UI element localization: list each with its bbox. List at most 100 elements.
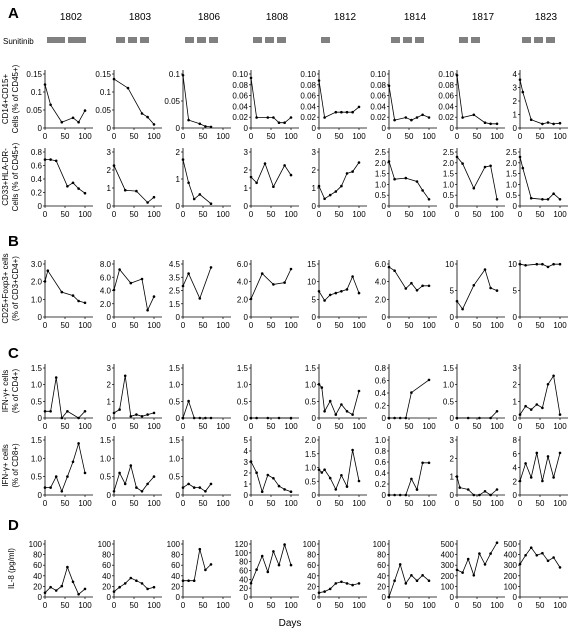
data-point-7 xyxy=(345,485,349,488)
y-tick-label: 0.6 xyxy=(375,377,387,386)
y-tick-label: 1.0 xyxy=(31,295,43,304)
data-point-2 xyxy=(49,103,52,107)
data-point-6 xyxy=(83,301,87,305)
panel-c2-1802: 0 0.5 1.0 1.5 0 50 100 xyxy=(31,436,93,508)
x-tick-label: 100 xyxy=(147,132,161,141)
x-tick-label: 100 xyxy=(352,499,366,508)
treatment-block-1806-1 xyxy=(185,37,194,43)
y-tick-label: 4.0 xyxy=(100,287,112,296)
data-point-2 xyxy=(466,416,470,420)
panel-c2-1812: 0 0.5 1.0 1.5 2.0 0 50 100 xyxy=(305,436,367,508)
y-tick-label: 0.1 xyxy=(31,88,43,97)
y-tick-label: 0 xyxy=(176,202,181,211)
x-tick-label: 0 xyxy=(181,321,186,330)
data-point-7 xyxy=(283,488,286,491)
data-point-4 xyxy=(283,281,286,284)
data-point-2 xyxy=(187,118,190,122)
data-point-1 xyxy=(387,265,391,269)
data-point-3 xyxy=(192,579,196,582)
series-line xyxy=(519,374,561,415)
panel-b-1806: 0 1.5 2.5 3.5 4.5 0 50 100 xyxy=(169,260,231,330)
data-point-1 xyxy=(43,280,47,283)
data-point-7 xyxy=(146,413,149,416)
data-point-8 xyxy=(357,161,361,164)
y-tick-label: 1.5 xyxy=(100,436,112,445)
data-point-4 xyxy=(483,165,487,169)
panel-c2-1823: 0 2 4 6 8 0 50 100 xyxy=(513,436,568,508)
data-point-5 xyxy=(340,184,343,188)
data-point-1 xyxy=(249,297,253,301)
y-tick-label: 0 xyxy=(107,202,112,211)
data-point-2 xyxy=(393,493,396,497)
data-point-5 xyxy=(415,289,419,292)
y-tick-label: 3 xyxy=(244,458,249,467)
data-point-2 xyxy=(187,399,190,403)
data-point-6 xyxy=(140,582,144,585)
data-point-6 xyxy=(289,173,293,177)
y-tick-label: 80 xyxy=(102,551,111,560)
data-point-5 xyxy=(334,413,338,416)
data-point-5 xyxy=(135,413,138,416)
data-point-6 xyxy=(71,580,75,584)
ylabel-c2-2: (% of CD8+) xyxy=(11,443,20,488)
series-line xyxy=(250,461,292,494)
y-tick-label: 0 xyxy=(450,313,455,322)
treatment-block-1823-3 xyxy=(546,37,555,43)
x-tick-label: 50 xyxy=(61,601,70,610)
y-tick-label: 0.1 xyxy=(169,70,181,79)
y-tick-label: 500 xyxy=(441,540,455,549)
data-point-2 xyxy=(393,579,396,582)
data-point-6 xyxy=(495,122,499,126)
y-tick-label: 0 xyxy=(107,124,112,133)
data-point-4 xyxy=(472,493,476,497)
data-point-2 xyxy=(187,181,190,185)
data-point-5 xyxy=(146,308,149,312)
data-point-2 xyxy=(458,486,462,489)
data-point-3 xyxy=(140,112,144,115)
x-tick-label: 100 xyxy=(216,210,230,219)
x-tick-label: 0 xyxy=(455,132,460,141)
data-point-3 xyxy=(478,416,481,420)
data-point-4 xyxy=(404,582,408,585)
y-tick-label: 1.5 xyxy=(375,170,387,179)
data-point-1 xyxy=(518,479,522,483)
y-tick-label: 1.0 xyxy=(506,180,518,189)
row-a1: CD14+CD15+ Cells (% of CD45+) 00.050.10.15… xyxy=(1,64,568,141)
series-line xyxy=(318,162,360,200)
data-point-4 xyxy=(146,201,149,204)
data-point-4 xyxy=(410,118,413,122)
data-point-3 xyxy=(192,486,196,489)
x-tick-label: 50 xyxy=(267,132,276,141)
data-point-7 xyxy=(558,198,562,201)
y-tick-label: 6.0 xyxy=(237,260,249,269)
y-tick-label: 0 xyxy=(513,593,518,602)
data-point-5 xyxy=(71,181,75,185)
y-tick-label: 2 xyxy=(107,381,112,390)
data-point-8 xyxy=(83,471,87,475)
y-tick-label: 20 xyxy=(377,582,386,591)
data-point-2 xyxy=(323,299,326,302)
data-point-2 xyxy=(255,116,258,119)
data-point-1 xyxy=(317,290,321,293)
y-tick-label: 0.04 xyxy=(438,102,454,111)
x-tick-label: 50 xyxy=(335,601,344,610)
data-point-5 xyxy=(495,410,499,413)
y-tick-label: 0.8 xyxy=(31,148,43,157)
y-tick-label: 2 xyxy=(450,454,455,463)
x-tick-label: 0 xyxy=(43,210,48,219)
x-tick-label: 100 xyxy=(553,132,567,141)
series-line xyxy=(113,165,155,204)
series-line xyxy=(183,549,212,582)
data-point-3 xyxy=(472,186,476,190)
data-point-1 xyxy=(112,590,116,593)
y-tick-label: 3 xyxy=(107,364,112,373)
x-tick-label: 100 xyxy=(216,499,230,508)
data-point-9 xyxy=(357,479,361,483)
x-tick-label: 50 xyxy=(199,321,208,330)
y-tick-label: 0.04 xyxy=(370,102,386,111)
x-tick-label: 100 xyxy=(553,499,567,508)
data-point-2 xyxy=(46,269,50,273)
